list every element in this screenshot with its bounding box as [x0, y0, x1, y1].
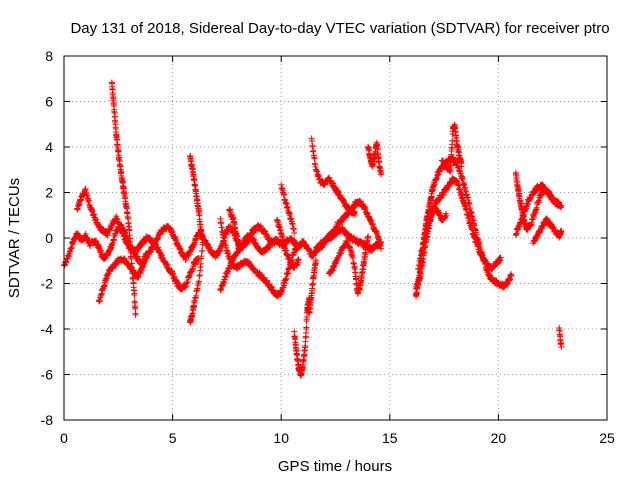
y-tick-label: -6 — [41, 367, 54, 383]
x-tick-label: 10 — [273, 430, 289, 446]
data-point — [311, 155, 318, 162]
grid-lines — [64, 56, 607, 420]
x-tick-label: 15 — [382, 430, 398, 446]
x-axis-title: GPS time / hours — [278, 458, 392, 475]
chart-title: Day 131 of 2018, Sidereal Day-to-day VTE… — [70, 20, 609, 37]
y-tick-label: 8 — [45, 48, 53, 64]
data-point — [558, 343, 565, 350]
x-tick-label: 0 — [60, 430, 68, 446]
x-tick-label: 20 — [491, 430, 507, 446]
y-tick-label: 0 — [45, 230, 53, 246]
x-tick-label: 5 — [169, 430, 177, 446]
x-tick-label: 25 — [599, 430, 615, 446]
data-point — [303, 324, 310, 331]
y-tick-label: 6 — [45, 94, 53, 110]
y-tick-labels: -8 -6 -4 -2 0 2 4 6 8 — [41, 48, 54, 428]
y-tick-label: -4 — [41, 321, 54, 337]
data-point — [131, 292, 138, 299]
data-point — [309, 143, 316, 150]
y-tick-label: -2 — [41, 276, 54, 292]
data-points — [61, 79, 565, 379]
data-point — [378, 171, 385, 178]
y-axis-title: SDTVAR / TECUs — [6, 178, 23, 298]
x-tick-labels: 0 5 10 15 20 25 — [60, 430, 615, 446]
y-tick-label: 4 — [45, 139, 53, 155]
data-point — [196, 272, 203, 279]
y-tick-label: 2 — [45, 185, 53, 201]
y-tick-label: -8 — [41, 412, 54, 428]
